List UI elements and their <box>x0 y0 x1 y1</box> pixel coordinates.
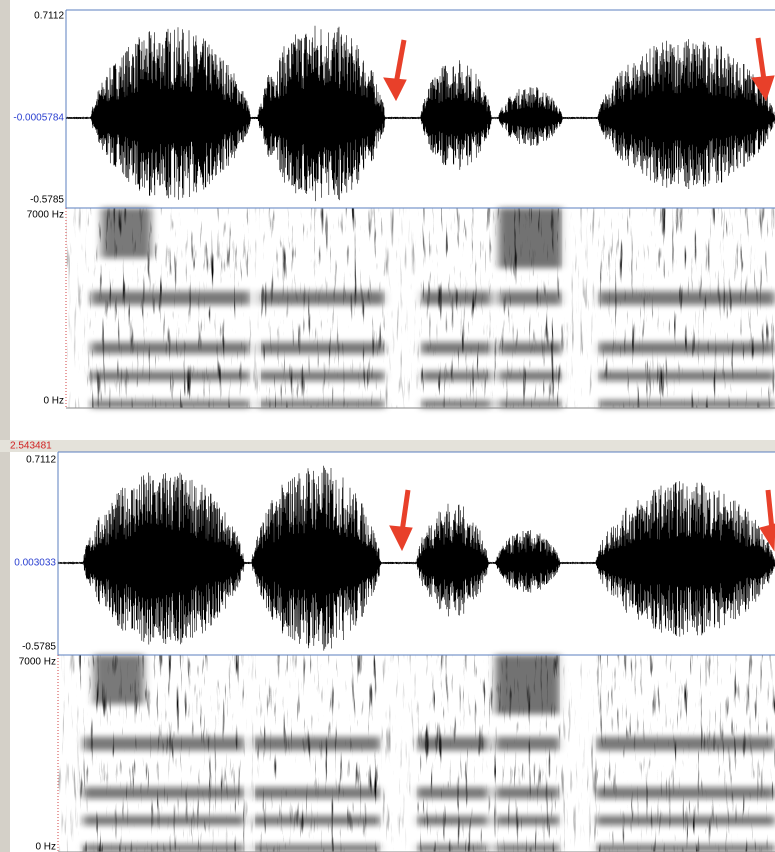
formant <box>252 844 381 852</box>
spec-max: 7000 Hz <box>27 210 64 221</box>
formant <box>83 737 244 751</box>
formant <box>598 371 775 381</box>
formant <box>495 816 560 826</box>
silence <box>244 655 255 852</box>
silence <box>385 208 420 408</box>
formant <box>421 342 492 354</box>
formant <box>495 655 560 714</box>
wave-min: -0.5785 <box>22 642 56 653</box>
formant <box>252 737 381 751</box>
formant <box>257 371 385 381</box>
wave-min: -0.5785 <box>30 195 64 206</box>
silence <box>250 208 261 408</box>
wave-center: 0.003033 <box>14 558 56 569</box>
silence <box>381 655 417 852</box>
formant <box>257 342 385 354</box>
formant <box>83 816 244 826</box>
formant <box>495 787 560 799</box>
formant <box>421 291 492 305</box>
praat-window: 0.7112 -0.0005784 -0.5785 7000 Hz 0 Hz 2… <box>0 0 775 852</box>
formant <box>101 208 151 258</box>
formant <box>94 655 144 704</box>
spec-max: 7000 Hz <box>19 657 56 668</box>
formant <box>83 844 244 852</box>
formant <box>417 844 489 852</box>
formant <box>596 844 775 852</box>
formant <box>598 291 775 305</box>
formant <box>252 816 381 826</box>
formant <box>495 737 560 751</box>
formant <box>598 342 775 354</box>
formant <box>596 737 775 751</box>
formant <box>91 342 251 354</box>
formant <box>421 371 492 381</box>
panel-gap <box>10 408 775 440</box>
formant <box>498 371 562 381</box>
formant <box>596 816 775 826</box>
spec-min: 0 Hz <box>35 842 56 852</box>
formant <box>498 342 562 354</box>
formant <box>498 291 562 305</box>
formant <box>598 400 775 408</box>
silence <box>562 208 597 408</box>
formant <box>257 291 385 305</box>
formant <box>83 787 244 799</box>
formant <box>596 787 775 799</box>
formant <box>91 400 251 408</box>
formant <box>417 787 489 799</box>
left-gutter <box>0 0 10 852</box>
spec-min: 0 Hz <box>43 396 64 407</box>
formant <box>91 291 251 305</box>
wave-center: -0.0005784 <box>13 113 64 124</box>
formant <box>417 737 489 751</box>
formant <box>257 400 385 408</box>
silence <box>560 655 596 852</box>
formant <box>252 787 381 799</box>
formant <box>495 844 560 852</box>
spectrogram <box>58 655 775 852</box>
wave-max: 0.7112 <box>26 455 56 466</box>
formant <box>498 208 562 268</box>
wave-max: 0.7112 <box>34 11 64 22</box>
silence <box>58 655 80 852</box>
formant <box>417 816 489 826</box>
formant <box>498 400 562 408</box>
formant <box>91 371 251 381</box>
cursor-time: 2.543481 <box>10 441 52 452</box>
spectrogram <box>66 208 775 408</box>
page: 0.7112 -0.0005784 -0.5785 7000 Hz 0 Hz 2… <box>0 0 775 852</box>
cursor-bar <box>0 440 775 452</box>
silence <box>66 208 87 408</box>
formant <box>421 400 492 408</box>
